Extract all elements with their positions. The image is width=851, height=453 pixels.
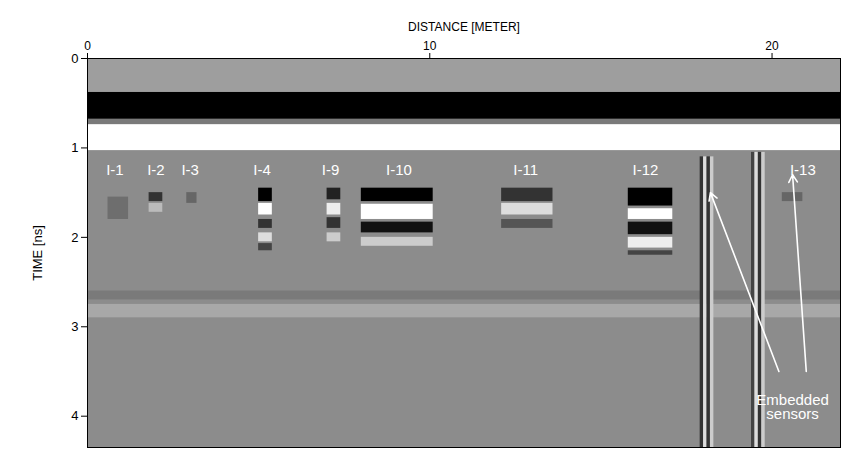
svg-text:I-4: I-4 [253,161,271,178]
svg-text:0: 0 [84,39,91,53]
svg-text:DISTANCE [METER]: DISTANCE [METER] [408,20,520,34]
svg-text:I-11: I-11 [513,161,538,178]
svg-text:I-2: I-2 [147,161,165,178]
svg-text:I-3: I-3 [181,161,199,178]
svg-text:I-12: I-12 [632,161,658,178]
svg-text:10: 10 [423,39,437,53]
svg-text:4: 4 [71,408,78,423]
svg-text:Embeddedsensors: Embeddedsensors [756,390,829,422]
svg-text:20: 20 [765,39,779,53]
svg-text:I-1: I-1 [106,161,124,178]
svg-text:3: 3 [71,319,78,334]
svg-text:I-9: I-9 [322,161,340,178]
svg-text:1: 1 [71,140,78,155]
svg-text:I-13: I-13 [789,161,816,179]
svg-text:I-10: I-10 [386,161,412,178]
svg-text:0: 0 [71,51,78,66]
svg-text:2: 2 [71,230,78,245]
svg-text:TIME [ns]: TIME [ns] [30,225,45,281]
